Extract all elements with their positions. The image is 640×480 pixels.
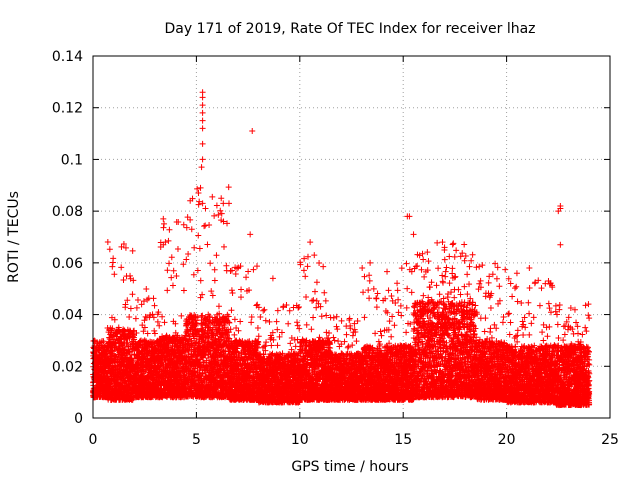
data-point xyxy=(118,264,125,271)
x-tick-label: 15 xyxy=(394,432,412,448)
data-point xyxy=(120,276,127,283)
y-tick-label: 0.1 xyxy=(61,152,83,168)
x-tick-label: 5 xyxy=(192,432,201,448)
y-tick-label: 0.08 xyxy=(52,204,83,220)
y-tick-label: 0.02 xyxy=(52,359,83,375)
data-point xyxy=(104,238,111,245)
chart-title: Day 171 of 2019, Rate Of TEC Index for r… xyxy=(164,21,535,37)
data-point xyxy=(111,316,118,323)
data-point xyxy=(109,348,116,355)
data-point xyxy=(129,247,136,254)
data-point xyxy=(127,305,134,312)
x-tick-label: 10 xyxy=(291,432,309,448)
data-point xyxy=(133,304,140,311)
data-point xyxy=(103,348,110,355)
y-tick-label: 0.12 xyxy=(52,101,83,117)
x-tick-label: 0 xyxy=(89,432,98,448)
y-tick-label: 0.06 xyxy=(52,256,83,272)
y-tick-label: 0.04 xyxy=(52,308,83,324)
grid-lines xyxy=(93,56,610,418)
data-point xyxy=(126,313,133,320)
x-tick-label: 25 xyxy=(601,432,619,448)
data-point xyxy=(110,255,117,262)
data-point xyxy=(122,344,129,351)
data-points xyxy=(90,89,593,409)
data-point xyxy=(106,246,113,253)
data-point xyxy=(113,340,120,347)
data-point xyxy=(122,244,129,251)
data-point xyxy=(131,336,138,343)
data-point xyxy=(111,271,118,278)
y-tick-label: 0 xyxy=(74,411,83,427)
data-point xyxy=(129,291,136,298)
data-point xyxy=(130,277,137,284)
data-point xyxy=(134,296,141,303)
data-point xyxy=(132,315,139,322)
data-point xyxy=(120,240,127,247)
data-point xyxy=(122,301,129,308)
data-point xyxy=(121,327,128,334)
data-point xyxy=(100,338,107,345)
data-point xyxy=(123,335,130,342)
data-point xyxy=(109,325,116,332)
y-tick-label: 0.14 xyxy=(52,49,83,65)
data-point xyxy=(109,263,116,270)
data-point xyxy=(127,272,134,279)
data-point xyxy=(124,297,131,304)
data-point xyxy=(124,339,131,346)
x-tick-label: 20 xyxy=(498,432,516,448)
data-point xyxy=(133,330,140,337)
